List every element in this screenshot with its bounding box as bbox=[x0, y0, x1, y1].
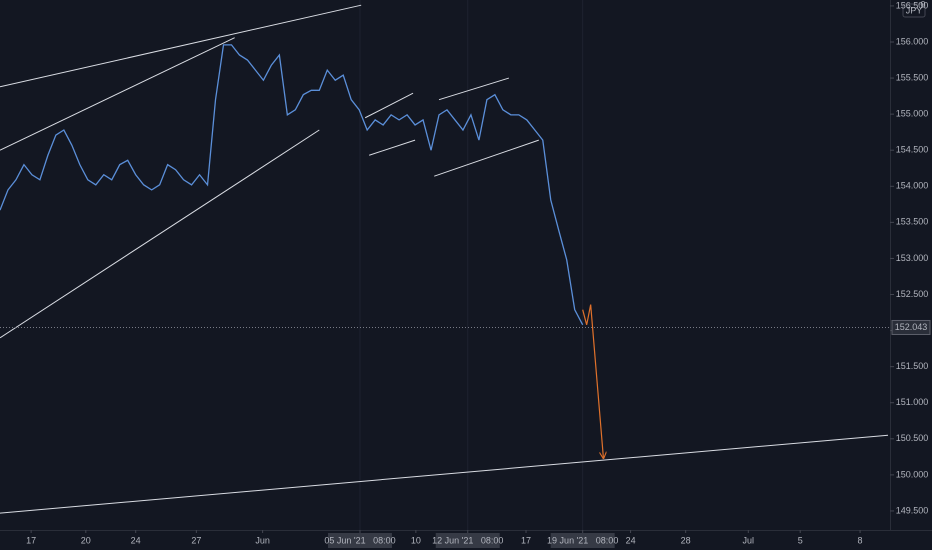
x-tick-label: 17 bbox=[521, 535, 531, 545]
x-tick-label: Jul bbox=[743, 535, 755, 545]
y-tick-label: 156.500 bbox=[896, 0, 929, 10]
x-tick-label: 5 bbox=[798, 535, 803, 545]
x-tick-label: 12 Jun '21 08:00 bbox=[432, 535, 503, 545]
y-tick-label: 149.500 bbox=[896, 505, 929, 515]
x-tick-label: 05 Jun '21 08:00 bbox=[324, 535, 395, 545]
trend-line bbox=[0, 434, 889, 514]
x-tick-label: Jun bbox=[255, 535, 270, 545]
y-tick-label: 150.000 bbox=[896, 469, 929, 479]
y-tick-label: 151.500 bbox=[896, 361, 929, 371]
x-tick-label: 24 bbox=[131, 535, 141, 545]
last-price-label: 152.043 bbox=[895, 322, 928, 332]
corner-label: 0 bbox=[920, 0, 925, 9]
currency-box bbox=[902, 3, 926, 18]
y-tick-label: 153.500 bbox=[896, 217, 929, 227]
x-tick-label: 20 bbox=[81, 535, 91, 545]
x-tick-label: 27 bbox=[191, 535, 201, 545]
trend-line bbox=[369, 139, 416, 156]
y-tick-label: 153.000 bbox=[896, 253, 929, 263]
x-tick-label: 24 bbox=[626, 535, 636, 545]
trend-line bbox=[438, 77, 510, 101]
x-tick-highlight bbox=[327, 533, 392, 548]
x-tick-label: 19 Jun '21 08:00 bbox=[547, 535, 618, 545]
trend-line bbox=[0, 37, 235, 151]
x-tick-label: 8 bbox=[858, 535, 863, 545]
price-line bbox=[0, 44, 584, 326]
trend-line bbox=[364, 92, 414, 119]
y-tick-label: 152.500 bbox=[896, 289, 929, 299]
projection-arrow bbox=[582, 304, 604, 459]
plot bbox=[0, 0, 890, 530]
currency: JPY bbox=[906, 5, 923, 15]
trend-line bbox=[434, 139, 539, 177]
y-tick-label: 154.500 bbox=[896, 145, 929, 155]
trend-line bbox=[0, 4, 362, 88]
y-tick-label: 156.000 bbox=[896, 36, 929, 46]
y-tick-label: 155.500 bbox=[896, 72, 929, 82]
last-price-box bbox=[891, 319, 931, 335]
y-tick-label: 154.000 bbox=[896, 181, 929, 191]
x-tick-label: 17 bbox=[26, 535, 36, 545]
y-tick-label: 150.500 bbox=[896, 433, 929, 443]
y-tick-label: 155.000 bbox=[896, 109, 929, 119]
trend-line bbox=[0, 129, 320, 339]
y-tick-label: 151.000 bbox=[896, 397, 929, 407]
x-tick-highlight bbox=[435, 533, 500, 548]
x-tick-highlight bbox=[550, 533, 615, 548]
x-tick-label: 10 bbox=[411, 535, 421, 545]
x-tick-label: 28 bbox=[681, 535, 691, 545]
